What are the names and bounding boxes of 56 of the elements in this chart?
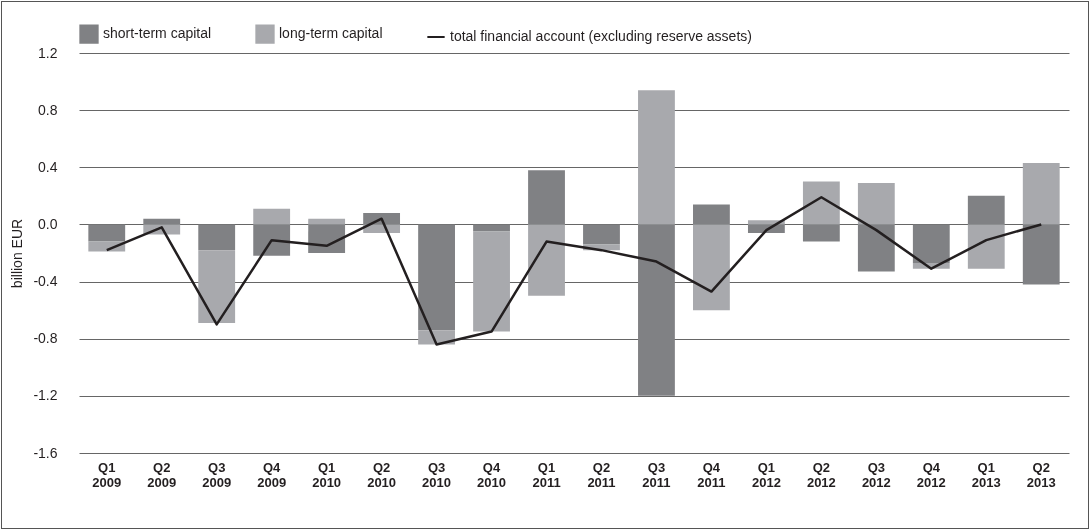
legend-label: long-term capital <box>279 25 383 42</box>
y-tick-label: 0.4 <box>38 158 58 175</box>
x-tick-label: Q3 2012 <box>861 459 891 490</box>
bar <box>473 224 510 232</box>
x-tick-label: Q4 2010 <box>477 459 507 490</box>
y-tick-label: -0.8 <box>33 330 58 347</box>
bar <box>638 224 675 396</box>
bar <box>88 224 126 242</box>
x-tick-label: Q2 2013 <box>1026 459 1056 490</box>
x-tick-label: Q2 2010 <box>367 459 397 490</box>
y-tick-label: -1.6 <box>33 444 58 461</box>
x-tick-label: Q1 2010 <box>312 459 342 490</box>
legend-label: short-term capital <box>103 25 212 42</box>
bar <box>198 250 236 323</box>
bar <box>967 224 1005 269</box>
x-tick-label: Q2 2012 <box>806 459 836 490</box>
bar <box>1022 224 1060 285</box>
y-tick-label: -0.4 <box>33 273 58 290</box>
y-tick-label: 1.2 <box>38 44 58 61</box>
bar <box>693 204 730 225</box>
bar <box>693 224 730 311</box>
x-tick-label: Q3 2011 <box>642 459 671 490</box>
y-axis-title: billion EUR <box>9 218 26 289</box>
bar <box>857 224 895 272</box>
bar <box>418 224 455 331</box>
bar <box>253 224 291 256</box>
bar <box>308 224 346 253</box>
bar <box>802 224 840 242</box>
bar <box>198 224 236 251</box>
x-tick-label: Q3 2009 <box>202 459 232 490</box>
x-tick-label: Q1 2011 <box>532 459 561 490</box>
x-tick-label: Q1 2012 <box>751 459 781 490</box>
x-tick-label: Q1 2013 <box>971 459 1001 490</box>
bar <box>857 183 895 225</box>
y-tick-label: 0.0 <box>38 215 58 232</box>
bar <box>638 90 675 225</box>
x-tick-label: Q4 2012 <box>916 459 946 490</box>
bar <box>473 231 510 332</box>
bar <box>802 181 840 225</box>
x-tick-label: Q2 2009 <box>147 459 177 490</box>
bar <box>912 224 950 263</box>
x-tick-label: Q3 2010 <box>422 459 452 490</box>
x-tick-label: Q4 2011 <box>697 459 726 490</box>
x-tick-label: Q1 2009 <box>92 459 122 490</box>
legend-label: total financial account (excluding reserve assets) <box>450 28 752 44</box>
bar <box>253 208 291 225</box>
bar <box>528 170 565 225</box>
bar <box>528 224 565 296</box>
y-tick-label: 0.8 <box>38 101 58 118</box>
x-tick-label: Q2 2011 <box>587 459 616 490</box>
y-tick-label: -1.2 <box>33 387 58 404</box>
bar <box>583 224 620 245</box>
bar <box>1022 163 1060 225</box>
x-tick-label: Q4 2009 <box>257 459 287 490</box>
line-series <box>105 196 1043 346</box>
bar <box>967 195 1005 225</box>
